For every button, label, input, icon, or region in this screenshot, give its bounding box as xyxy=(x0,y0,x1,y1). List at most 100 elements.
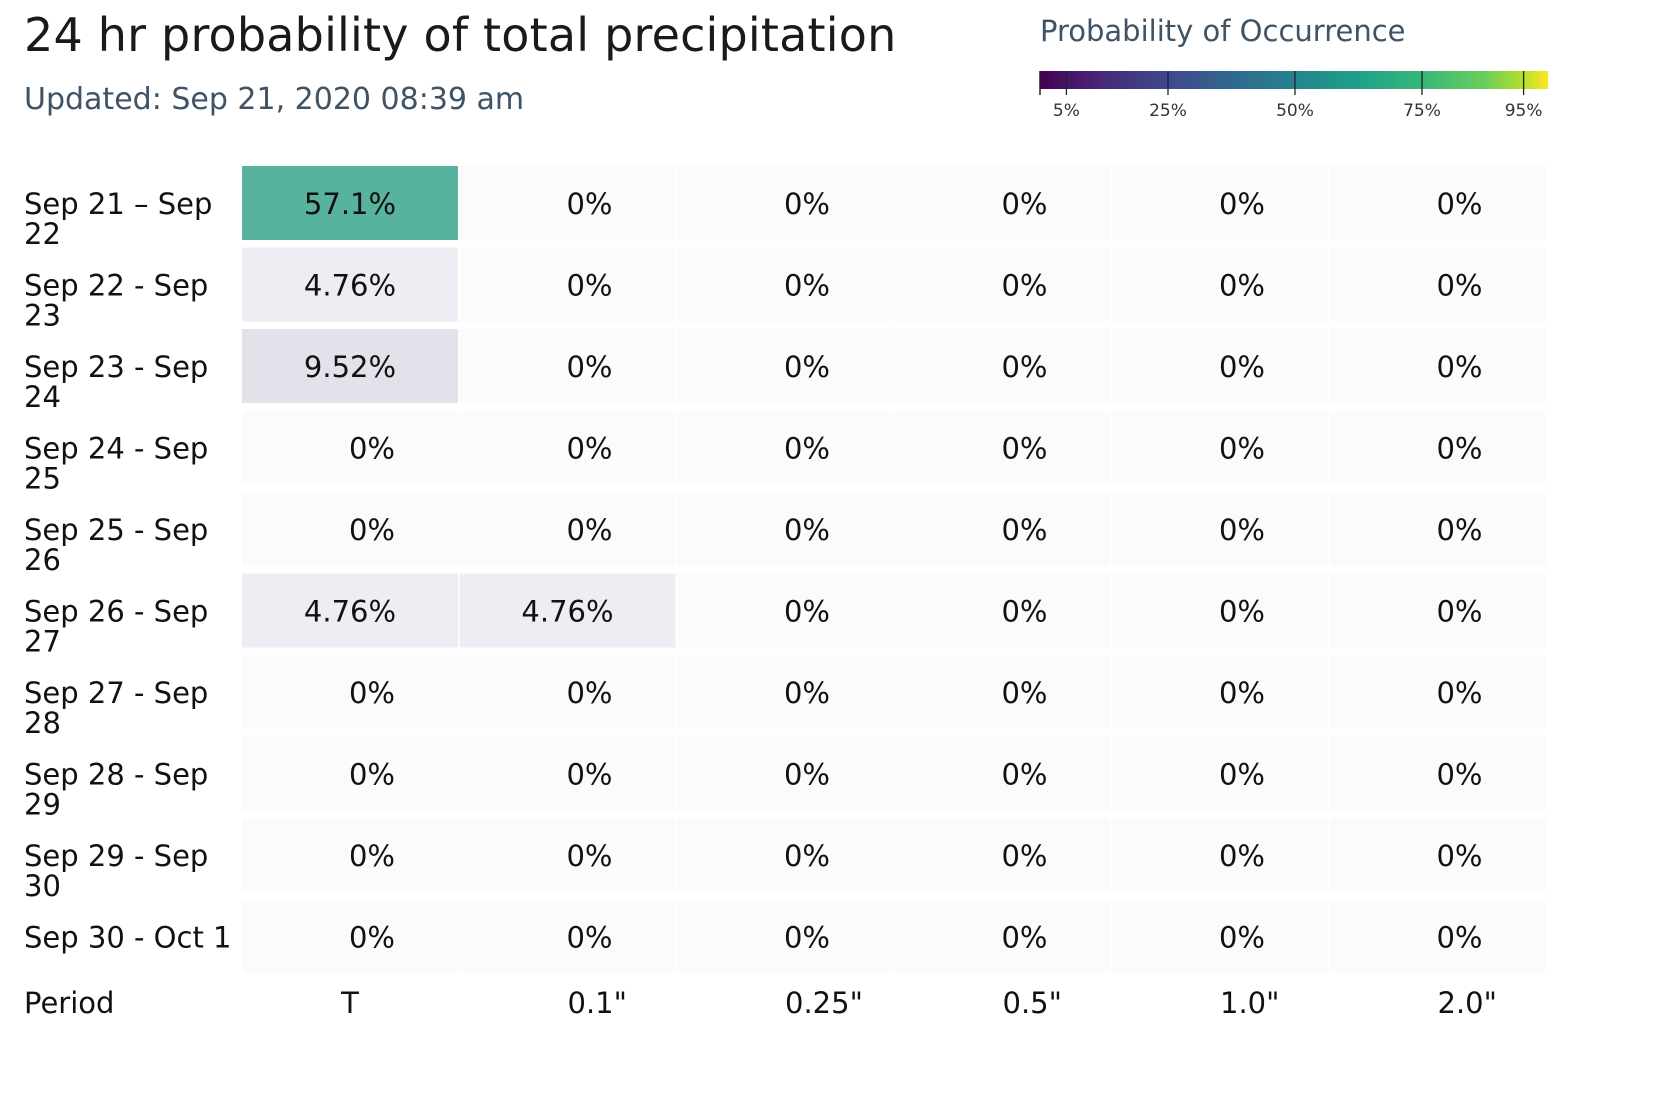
heatmap-cell xyxy=(1112,492,1328,566)
heatmap-cell xyxy=(242,247,458,322)
heatmap-cell-label: 0% xyxy=(784,676,830,710)
heatmap-cell xyxy=(894,899,1111,974)
heatmap-cell-label: 0% xyxy=(1436,269,1482,303)
heatmap-cell-label: 0% xyxy=(1219,187,1265,221)
row-label: Sep 25 - Sep 26 xyxy=(24,513,208,577)
heatmap-cell xyxy=(677,899,893,974)
heatmap-cell-label: 0% xyxy=(784,432,830,466)
x-tick-label: 1.0" xyxy=(1220,986,1279,1020)
heatmap-cell xyxy=(242,736,458,811)
heatmap-cell xyxy=(459,655,676,729)
heatmap-cell-label: 0% xyxy=(349,921,395,955)
heatmap-cell xyxy=(1329,736,1546,811)
row-label: Sep 28 - Sep 29 xyxy=(24,758,208,822)
heatmap-cell xyxy=(1329,899,1546,974)
heatmap-cell-label: 0% xyxy=(349,432,395,466)
heatmap-cell-label: 0% xyxy=(1219,513,1265,547)
heatmap-cell xyxy=(242,166,458,240)
row-label: Sep 22 - Sep 23 xyxy=(24,269,208,333)
heatmap-cell-label: 0% xyxy=(566,269,612,303)
heatmap-cell-label: 0% xyxy=(1436,839,1482,873)
heatmap-cell xyxy=(677,655,893,729)
heatmap-cell xyxy=(242,818,458,892)
x-tick-label: 0.5" xyxy=(1003,986,1062,1020)
heatmap-cell-label: 0% xyxy=(1436,350,1482,384)
heatmap-cell xyxy=(1329,410,1546,485)
colorbar-tick-label: 75% xyxy=(1403,101,1441,121)
heatmap-cell-label: 0% xyxy=(566,187,612,221)
row-label: Sep 23 - Sep 24 xyxy=(24,350,208,414)
heatmap-cell xyxy=(1329,492,1546,566)
heatmap-cell-label: 0% xyxy=(1001,921,1047,955)
heatmap-cell-label: 0% xyxy=(784,921,830,955)
heatmap-cell xyxy=(894,818,1111,892)
heatmap-cell-label: 0% xyxy=(784,839,830,873)
heatmap-cell-label: 0% xyxy=(1219,758,1265,792)
heatmap-cell-label: 4.76% xyxy=(304,269,396,303)
heatmap-cell xyxy=(677,247,893,322)
heatmap-cell-label: 9.52% xyxy=(304,350,396,384)
heatmap-cell xyxy=(459,492,676,566)
heatmap-cell-label: 0% xyxy=(1001,350,1047,384)
heatmap-cell-label: 0% xyxy=(566,676,612,710)
heatmap-cell xyxy=(242,492,458,566)
heatmap-cell-label: 0% xyxy=(1219,595,1265,629)
heatmap-cell xyxy=(459,410,676,485)
heatmap-cell xyxy=(459,818,676,892)
row-label: Sep 29 - Sep 30 xyxy=(24,839,208,903)
heatmap-cell xyxy=(459,247,676,322)
heatmap-cell-label: 0% xyxy=(349,758,395,792)
heatmap-cell xyxy=(894,247,1111,322)
heatmap-cell xyxy=(1112,247,1328,322)
heatmap-cell-label: 0% xyxy=(1436,921,1482,955)
heatmap-cell-label: 0% xyxy=(349,676,395,710)
heatmap-cell-label: 0% xyxy=(1001,513,1047,547)
heatmap-cell xyxy=(1329,166,1546,240)
heatmap-cell-label: 0% xyxy=(566,839,612,873)
heatmap-cell xyxy=(459,899,676,974)
x-axis-title: Period xyxy=(24,986,114,1020)
heatmap-cell xyxy=(1329,818,1546,892)
heatmap-cell-label: 0% xyxy=(1001,432,1047,466)
heatmap-cell-label: 0% xyxy=(1219,269,1265,303)
heatmap-cell xyxy=(677,818,893,892)
heatmap-cell xyxy=(1329,573,1546,648)
heatmap-cell-label: 0% xyxy=(1001,758,1047,792)
colorbar-legend: 5% 25% 50% 75% 95% xyxy=(1039,71,1548,121)
x-tick-label: 0.25" xyxy=(785,986,863,1020)
heatmap-cell xyxy=(459,329,676,403)
updated-timestamp: Updated: Sep 21, 2020 08:39 am xyxy=(24,82,525,117)
heatmap-cell xyxy=(1112,736,1328,811)
heatmap-cell xyxy=(1112,410,1328,485)
heatmap-cell-label: 0% xyxy=(566,350,612,384)
heatmap-cell-label: 0% xyxy=(1219,432,1265,466)
heatmap-cell xyxy=(1112,818,1328,892)
heatmap-cell-label: 0% xyxy=(1436,513,1482,547)
heatmap-cell-label: 0% xyxy=(1436,432,1482,466)
heatmap-cell xyxy=(459,166,676,240)
heatmap-cell-label: 0% xyxy=(566,513,612,547)
colorbar-tick-label: 95% xyxy=(1505,101,1543,121)
heatmap-cell-label: 0% xyxy=(1001,839,1047,873)
heatmap-cell-label: 0% xyxy=(1219,921,1265,955)
heatmap-cell xyxy=(894,166,1111,240)
x-tick-label: T xyxy=(340,986,359,1020)
row-label: Sep 24 - Sep 25 xyxy=(24,432,208,496)
heatmap-cell xyxy=(894,736,1111,811)
heatmap-cell-label: 0% xyxy=(784,269,830,303)
heatmap-cell-label: 0% xyxy=(1001,269,1047,303)
heatmap-cell-label: 0% xyxy=(1219,676,1265,710)
heatmap-cell-label: 0% xyxy=(1436,676,1482,710)
heatmap-cell xyxy=(1112,899,1328,974)
chart-title: 24 hr probability of total precipitation xyxy=(24,8,897,62)
heatmap-cell xyxy=(894,410,1111,485)
heatmap-cell xyxy=(242,410,458,485)
row-label: Sep 30 - Oct 1 xyxy=(24,921,232,955)
heatmap-cell xyxy=(677,166,893,240)
heatmap-cell-label: 0% xyxy=(1001,595,1047,629)
heatmap-cell xyxy=(242,573,458,648)
heatmap-cell-label: 0% xyxy=(1436,187,1482,221)
heatmap-cell xyxy=(1112,329,1328,403)
heatmap-cell-label: 0% xyxy=(1436,758,1482,792)
colorbar-tick-label: 50% xyxy=(1276,101,1314,121)
